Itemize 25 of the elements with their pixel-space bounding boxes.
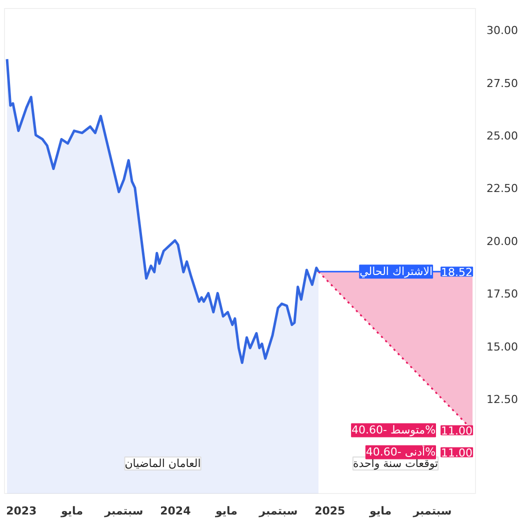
y-tick-label: 25.00 xyxy=(486,130,518,143)
y-tick-label: 27.50 xyxy=(486,76,518,90)
x-tick-label: مايو xyxy=(214,504,238,518)
y-tick-label: 20.00 xyxy=(486,234,518,248)
data-label: 18.52 xyxy=(441,266,473,280)
annotation: العامان الماضيان xyxy=(124,457,201,470)
y-tick-label: 12.50 xyxy=(486,393,518,406)
y-tick-label: 30.00 xyxy=(486,24,518,38)
x-tick-label: سبتمبر xyxy=(412,504,452,518)
annotation: أدنى -40.60% xyxy=(366,444,436,459)
data-label: 11.00 xyxy=(441,424,473,438)
data-label: 11.00 xyxy=(441,446,473,460)
legend-label: الاشتراك الحالي xyxy=(360,265,433,278)
x-tick-label: سبتمبر xyxy=(258,504,298,518)
x-tick-label: 2025 xyxy=(314,504,346,518)
x-tick-label: 2024 xyxy=(160,504,192,518)
x-tick-label: سبتمبر xyxy=(104,504,144,518)
annotation: متوسط -40.60% xyxy=(352,424,436,437)
annotation: توقعات سنة واحدة xyxy=(352,457,438,470)
x-tick-label: 2023 xyxy=(6,504,37,518)
y-tick-label: 17.50 xyxy=(486,288,518,301)
x-tick-label: مايو xyxy=(368,504,392,518)
y-tick-label: 15.00 xyxy=(486,340,518,354)
x-tick-label: مايو xyxy=(60,504,84,518)
y-tick-label: 22.50 xyxy=(486,182,518,196)
